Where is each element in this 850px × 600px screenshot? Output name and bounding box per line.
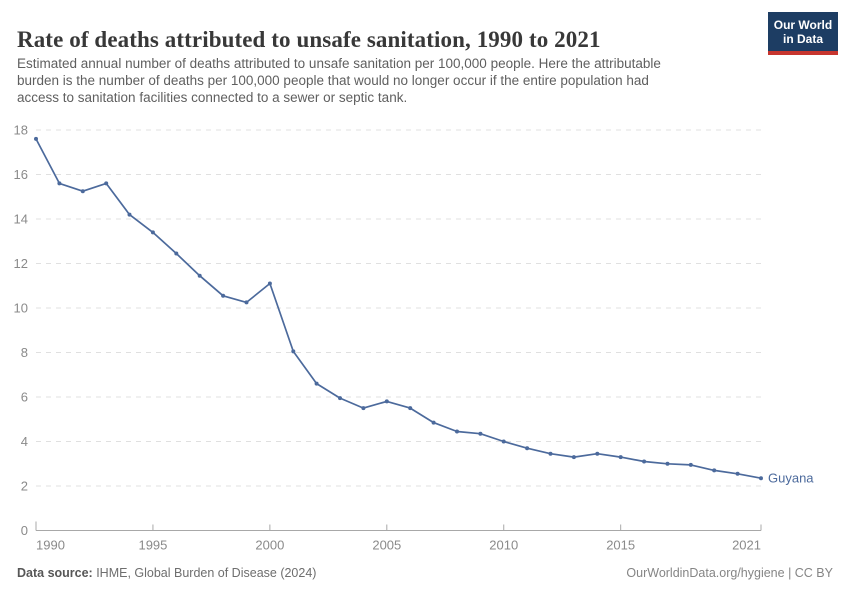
data-point-1992[interactable] <box>80 189 85 194</box>
data-point-1996[interactable] <box>174 251 179 256</box>
y-axis-label-8: 8 <box>21 345 28 360</box>
y-axis-label-14: 14 <box>14 212 28 227</box>
owid-logo-line1: Our World <box>773 18 833 32</box>
data-point-2010[interactable] <box>501 439 506 444</box>
data-point-2020[interactable] <box>735 471 740 476</box>
y-axis-label-16: 16 <box>14 167 28 182</box>
data-source-text: IHME, Global Burden of Disease (2024) <box>92 566 317 580</box>
y-axis-label-18: 18 <box>14 123 28 138</box>
data-point-1994[interactable] <box>127 212 132 217</box>
y-axis-label-4: 4 <box>21 434 28 449</box>
data-point-2003[interactable] <box>338 396 342 401</box>
x-axis-label-1995: 1995 <box>138 538 167 553</box>
data-point-2009[interactable] <box>478 431 483 436</box>
data-point-1997[interactable] <box>197 273 202 278</box>
page-title: Rate of deaths attributed to unsafe sani… <box>17 27 601 53</box>
x-axis-label-2015: 2015 <box>606 538 635 553</box>
data-point-2018[interactable] <box>688 462 693 467</box>
x-axis-label-2000: 2000 <box>255 538 284 553</box>
chart-svg: 0 2 4 6 8 10 12 14 16 18 1990 1995 2000 2005 2010 2015 2… <box>14 123 815 553</box>
data-point-2001[interactable] <box>291 349 296 354</box>
chart-subtitle: Estimated annual number of deaths attrib… <box>17 55 757 106</box>
owid-logo-line2: in Data <box>782 32 823 47</box>
data-point-1993[interactable] <box>104 181 109 186</box>
owid-logo[interactable]: Our World in Data <box>768 12 838 55</box>
data-point-2021[interactable] <box>759 476 763 481</box>
subtitle-line: burden is the number of deaths per 100,0… <box>17 73 649 88</box>
x-axis-label-2010: 2010 <box>489 538 518 553</box>
subtitle-line: access to sanitation facilities connecte… <box>17 90 408 105</box>
data-point-2006[interactable] <box>408 406 413 411</box>
x-axis-label-2005: 2005 <box>372 538 401 553</box>
y-axis-label-10: 10 <box>14 301 28 316</box>
data-point-2015[interactable] <box>618 455 623 460</box>
y-axis-label-12: 12 <box>14 256 28 271</box>
x-axis-label-2021: 2021 <box>732 538 761 553</box>
data-point-2007[interactable] <box>431 420 436 425</box>
data-point-1990[interactable] <box>34 136 38 141</box>
y-axis-label-2: 2 <box>21 479 28 494</box>
data-point-2019[interactable] <box>712 468 717 473</box>
data-point-1991[interactable] <box>57 181 62 186</box>
data-point-1998[interactable] <box>221 293 226 298</box>
data-point-2013[interactable] <box>571 455 576 460</box>
data-point-2014[interactable] <box>595 451 600 456</box>
data-source: Data source: IHME, Global Burden of Dise… <box>17 566 316 580</box>
y-axis-label-6: 6 <box>21 390 28 405</box>
data-point-1999[interactable] <box>244 300 249 305</box>
data-point-2011[interactable] <box>525 446 530 451</box>
data-source-label: Data source: <box>17 566 93 580</box>
data-point-2004[interactable] <box>361 406 366 411</box>
credit-link[interactable]: OurWorldinData.org/hygiene | CC BY <box>626 566 833 580</box>
data-point-2005[interactable] <box>384 399 389 404</box>
data-point-2002[interactable] <box>314 381 319 386</box>
data-point-2017[interactable] <box>665 461 670 466</box>
x-axis-label-1990: 1990 <box>36 538 65 553</box>
series-line-guyana <box>35 138 762 480</box>
subtitle-line: Estimated annual number of deaths attrib… <box>17 56 661 71</box>
data-point-1995[interactable] <box>150 230 155 235</box>
chart-footer: Data source: IHME, Global Burden of Dise… <box>17 566 833 580</box>
data-point-2008[interactable] <box>455 429 459 434</box>
y-axis-label-0: 0 <box>21 523 28 538</box>
data-point-2012[interactable] <box>548 451 553 456</box>
series-end-label: Guyana <box>768 471 814 486</box>
data-point-2016[interactable] <box>642 459 647 464</box>
data-point-2000[interactable] <box>267 281 272 286</box>
